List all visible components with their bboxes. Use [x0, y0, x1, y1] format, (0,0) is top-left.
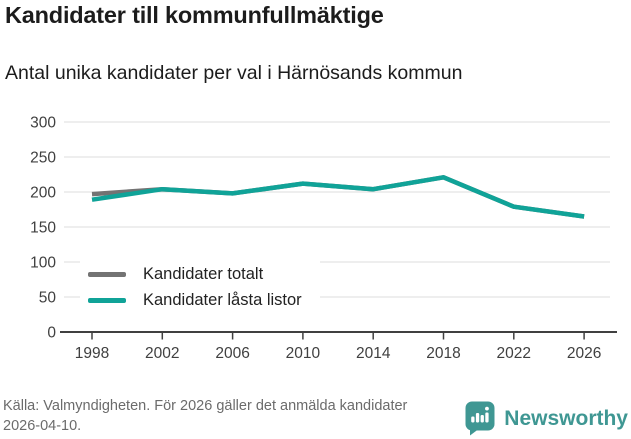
x-tick-label: 2022	[497, 345, 531, 362]
x-tick-label: 2014	[356, 345, 391, 362]
legend-label: Kandidater låsta listor	[143, 291, 302, 309]
chart-subtitle: Antal unika kandidater per val i Härnösa…	[5, 62, 463, 84]
brand-name: Newsworthy	[504, 406, 628, 430]
x-tick-label: 2002	[145, 345, 179, 362]
y-tick-label: 50	[39, 290, 57, 307]
y-tick-label: 200	[30, 185, 56, 202]
legend-swatch	[88, 272, 126, 277]
series-line	[91, 175, 585, 219]
legend-item: Kandidater totalt	[88, 265, 302, 284]
newsworthy-logo-icon	[465, 401, 495, 436]
x-tick-label: 2010	[286, 345, 321, 362]
legend-swatch	[88, 298, 126, 303]
x-tick-label: 2026	[567, 345, 601, 362]
newsworthy-brand: Newsworthy	[465, 401, 628, 436]
y-tick-label: 250	[30, 150, 56, 167]
x-tick-label: 2018	[426, 345, 460, 362]
x-tick-label: 2006	[215, 345, 249, 362]
x-tick-label: 1998	[75, 345, 109, 362]
y-tick-label: 100	[30, 255, 56, 272]
source-note: Källa: Valmyndigheten. För 2026 gäller d…	[3, 398, 408, 434]
chart-legend: Kandidater totalt Kandidater låsta listor	[80, 251, 320, 326]
legend-label: Kandidater totalt	[143, 265, 264, 283]
series-line	[91, 175, 585, 219]
y-tick-label: 150	[30, 220, 56, 237]
legend-item: Kandidater låsta listor	[88, 291, 302, 310]
chart-title: Kandidater till kommunfullmäktige	[5, 2, 384, 28]
y-tick-label: 300	[30, 115, 56, 132]
y-tick-label: 0	[47, 325, 56, 342]
